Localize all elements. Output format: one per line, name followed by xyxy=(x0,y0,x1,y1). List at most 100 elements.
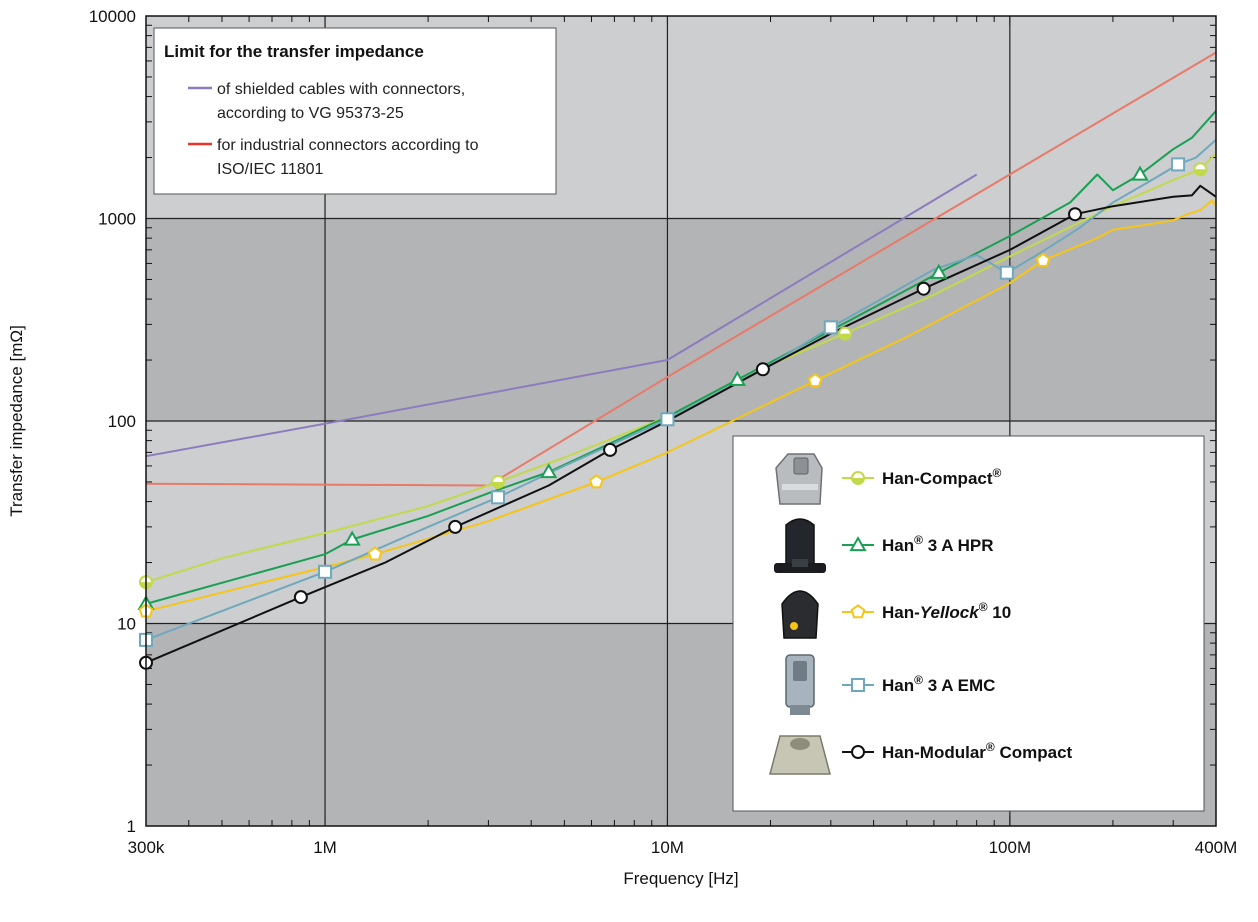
products-legend-marker xyxy=(851,745,865,759)
plot-frame xyxy=(145,15,1217,827)
series-4-point xyxy=(755,362,770,377)
y-tick-label: 1000 xyxy=(98,210,136,229)
products-legend-label-part: ® xyxy=(993,466,1002,480)
series-3-point xyxy=(999,265,1014,280)
series-1-point xyxy=(728,370,746,386)
plot-band-decade-3 xyxy=(146,218,1216,421)
products-legend-entry-2: Han-Yellock® 10 xyxy=(781,590,1011,639)
products-legend-label-part: ® xyxy=(979,600,988,614)
series-0-point xyxy=(1193,162,1208,177)
limits-legend-text-iso-2: ISO/IEC 11801 xyxy=(217,161,324,178)
series-line-3 xyxy=(145,138,1217,641)
hood-body xyxy=(781,590,819,639)
products-legend-label-part: 10 xyxy=(988,603,1012,622)
products-legend-label-part: ® xyxy=(914,533,923,547)
products-legend-label: Han® 3 A EMC xyxy=(882,673,995,695)
series-2-point xyxy=(807,372,823,388)
series-3-point xyxy=(491,490,506,505)
products-legend-marker xyxy=(849,536,867,552)
products-legend-label-part: Compact xyxy=(995,743,1073,762)
series-3-point xyxy=(318,564,333,579)
series-2-point xyxy=(588,474,604,489)
series-line-2 xyxy=(145,199,1217,613)
limits-legend-text-iso-1: for industrial connectors according to xyxy=(217,137,479,154)
series-4-point xyxy=(293,590,308,605)
x-tick-label: 100M xyxy=(989,838,1032,857)
x-tick-label: 1M xyxy=(313,838,337,857)
series-4-point xyxy=(1068,207,1083,222)
limit-line-1 xyxy=(145,51,1217,487)
products-legend-label-part: 3 A EMC xyxy=(923,676,995,695)
limit-lines xyxy=(145,51,1217,487)
series-4-point xyxy=(448,519,463,534)
y-tick-label: 10000 xyxy=(89,7,136,26)
products-legend-label: Han-Yellock® 10 xyxy=(882,600,1011,622)
series-line-1 xyxy=(145,110,1217,605)
hood-base xyxy=(790,705,810,715)
series-4-point xyxy=(603,442,618,457)
hood-body xyxy=(785,518,815,568)
han-3a-hpr-hood-icon xyxy=(774,518,826,573)
products-legend-label-part: ® xyxy=(914,673,923,687)
hood-yellow-lock xyxy=(790,622,798,630)
y-tick-label: 100 xyxy=(108,412,136,431)
x-tick-label: 400M xyxy=(1195,838,1238,857)
x-axis-title: Frequency [Hz] xyxy=(623,869,738,888)
products-legend-label: Han-Compact® xyxy=(882,466,1002,488)
series-0-point-fill xyxy=(1194,169,1207,176)
housing-body xyxy=(769,735,831,775)
y-tick-labels: 1 10 100 1000 10000 xyxy=(89,7,136,836)
products-legend-marker-fill xyxy=(852,478,864,484)
hood-window xyxy=(793,661,807,681)
hood-highlight xyxy=(782,484,818,490)
limits-legend-box xyxy=(153,27,557,195)
x-tick-label: 300k xyxy=(128,838,165,857)
y-tick-label: 10 xyxy=(117,615,136,634)
series-1-point xyxy=(343,530,361,546)
han-compact-hood-icon xyxy=(775,453,823,505)
series-0-point xyxy=(837,326,852,341)
series-0-point xyxy=(491,474,506,489)
products-legend-label-part: Han xyxy=(882,676,914,695)
series-2-point xyxy=(367,546,383,561)
limits-legend-text-vg-2: according to VG 95373-25 xyxy=(217,105,404,122)
series-0-point-fill xyxy=(492,481,505,488)
products-legend-label-part: 3 A HPR xyxy=(923,536,994,555)
series-1-point xyxy=(1131,165,1149,181)
products-legend-marker xyxy=(851,471,865,485)
hood-body xyxy=(775,453,823,505)
products-legend-label-part: Han-Modular xyxy=(882,743,986,762)
series-3-point xyxy=(823,320,838,335)
x-tick-label: 10M xyxy=(651,838,684,857)
han-yellock-hood-icon xyxy=(781,590,819,639)
products-legend-label-part: Han xyxy=(882,536,914,555)
products-legend-marker xyxy=(850,604,866,619)
x-tick-labels: 300k 1M 10M 100M 400M xyxy=(128,838,1238,857)
limits-legend: Limit for the transfer impedance of shie… xyxy=(153,27,557,195)
limit-line-0 xyxy=(145,173,978,458)
products-legend-entry-3: Han® 3 A EMC xyxy=(785,654,995,715)
han-3a-emc-hood-icon xyxy=(785,654,815,715)
products-legend-label-part: ® xyxy=(986,740,995,754)
hood-latch xyxy=(792,559,808,567)
series-3-point xyxy=(1171,157,1186,172)
han-modular-compact-housing-icon xyxy=(769,735,831,775)
series-2-point xyxy=(1035,252,1051,267)
series-1-point xyxy=(540,463,558,479)
y-axis-title: Transfer impedance [mΩ] xyxy=(7,325,26,517)
series-4-point xyxy=(916,281,931,296)
products-legend-entry-0: Han-Compact® xyxy=(775,453,1002,505)
products-legend-label: Han® 3 A HPR xyxy=(882,533,994,555)
limits-legend-title: Limit for the transfer impedance xyxy=(164,42,424,61)
series-markers xyxy=(137,157,1208,670)
products-legend-label-part: Han- xyxy=(882,603,920,622)
products-legend-entry-4: Han-Modular® Compact xyxy=(769,735,1073,775)
products-legend-label-part: Han-Compact xyxy=(882,469,993,488)
products-legend-marker xyxy=(851,678,865,692)
hood-base xyxy=(774,563,826,573)
series-1-point xyxy=(930,263,948,279)
limits-legend-text-vg-1: of shielded cables with connectors, xyxy=(217,81,465,98)
housing-opening xyxy=(790,738,810,750)
